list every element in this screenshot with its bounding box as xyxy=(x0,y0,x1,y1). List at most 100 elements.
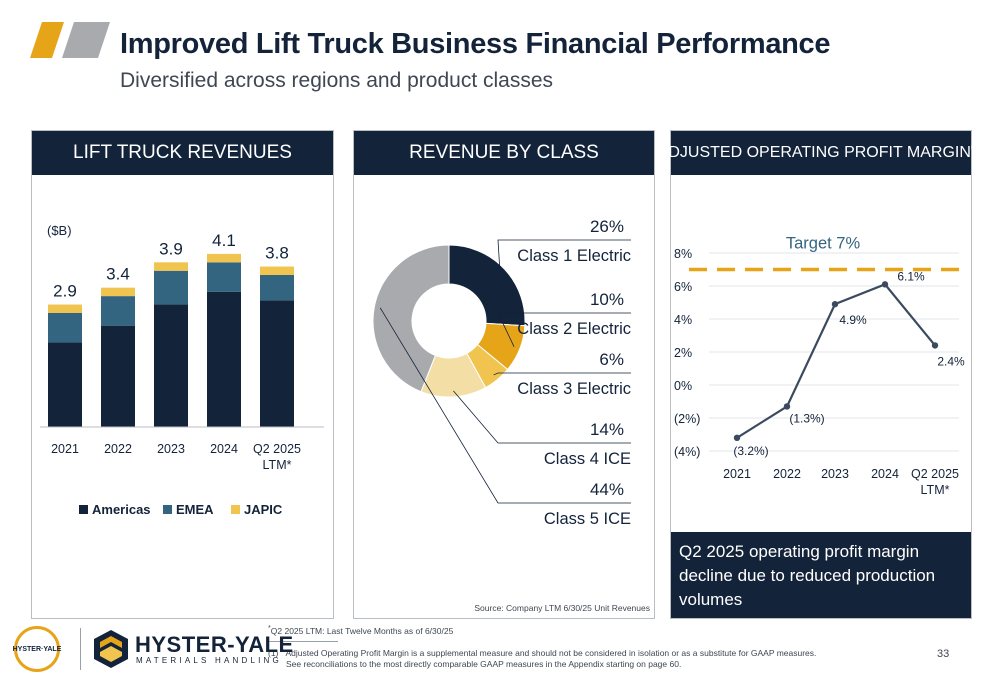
operating-margin-title-text: ADJUSTED OPERATING PROFIT MARGIN xyxy=(657,144,971,161)
legend-label-japic: JAPIC xyxy=(244,502,283,517)
margin-callout: Q2 2025 operating profit margin decline … xyxy=(671,532,971,618)
line-ytick-label: 2% xyxy=(674,346,692,360)
lift-truck-revenues-title: LIFT TRUCK REVENUES xyxy=(32,131,333,175)
bar-segment-emea xyxy=(260,275,294,301)
legend-swatch-japic xyxy=(231,505,240,514)
donut-pct-label: 10% xyxy=(590,290,624,309)
donut-class-label: Class 2 Electric xyxy=(517,320,631,338)
line-category-label: 2022 xyxy=(773,467,801,481)
margin-value-label: 6.1% xyxy=(897,269,925,283)
revenue-by-class-title: REVENUE BY CLASS xyxy=(354,131,654,175)
bar-segment-japic xyxy=(207,253,241,263)
bar-segment-americas xyxy=(207,291,241,427)
donut-class-label: Class 3 Electric xyxy=(517,380,631,398)
donut-leader-line xyxy=(453,390,631,444)
bar-category-label: 2021 xyxy=(51,442,79,456)
line-ytick-label: 0% xyxy=(674,379,692,393)
donut-class-label: Class 1 Electric xyxy=(517,247,631,265)
ltm-footnote-marker: * xyxy=(268,624,271,632)
bar-y-unit-label: ($B) xyxy=(47,223,72,238)
line-ytick-label: 4% xyxy=(674,313,692,327)
bar-total-label: 3.4 xyxy=(106,265,130,284)
bar-segment-japic xyxy=(101,287,135,297)
legend-label-americas: Americas xyxy=(92,502,151,517)
donut-leader-line xyxy=(497,239,631,274)
margin-point xyxy=(881,281,889,288)
donut-class-label: Class 5 ICE xyxy=(544,510,631,528)
margin-line-chart: 8% 6% 4% 2% 0% (2%) (4%) Target 7% (3.2%) (1.3%) 4… xyxy=(674,235,965,498)
hyster-yale-tagline: MATERIALS HANDLING xyxy=(136,656,282,665)
revenue-by-class-panel: REVENUE BY CLASS 26% Class 1 Electric 10% C… xyxy=(353,130,655,619)
legend-label-emea: EMEA xyxy=(176,502,214,517)
operating-margin-title-footnote-ref: (1) xyxy=(970,141,985,153)
gaap-footnote-line1: Adjusted Operating Profit Margin is a su… xyxy=(285,648,817,658)
line-category-label: 2021 xyxy=(723,467,751,481)
donut-pct-label: 14% xyxy=(590,420,624,439)
line-ytick-label: 6% xyxy=(674,280,692,294)
line-ytick-label: (2%) xyxy=(674,412,700,426)
donut-pct-label: 6% xyxy=(599,350,624,369)
bar-segment-emea xyxy=(154,270,188,305)
bar-segment-americas xyxy=(154,304,188,427)
bar-total-label: 4.1 xyxy=(212,231,236,250)
revenue-bar-chart: ($B) 2.9 2021 3.4 2022 3.9 2023 4.1 2024 3.8 Q2 20… xyxy=(40,223,324,517)
margin-point xyxy=(783,403,791,410)
bar-segment-japic xyxy=(260,266,294,275)
line-category-label: 2023 xyxy=(821,467,849,481)
circle-logo-text: HYSTER·YALE xyxy=(12,645,62,653)
donut-pct-label: 26% xyxy=(590,217,624,236)
donut-leader-line xyxy=(379,307,631,504)
gaap-footnote-marker: (1) xyxy=(268,648,279,658)
ltm-footnote-text: Q2 2025 LTM: Last Twelve Months as of 6/… xyxy=(270,625,454,636)
bar-category-label: Q2 2025 LTM* xyxy=(253,442,301,472)
margin-value-label: 4.9% xyxy=(839,313,867,327)
revenue-donut-chart: 26% Class 1 Electric 10% Class 2 Electric 6%… xyxy=(372,217,631,528)
bar-segment-emea xyxy=(207,262,241,292)
target-label: Target 7% xyxy=(786,235,861,253)
legend-swatch-americas xyxy=(79,505,88,514)
bar-segment-americas xyxy=(260,300,294,427)
page-subtitle: Diversified across regions and product c… xyxy=(120,69,554,92)
bar-total-label: 2.9 xyxy=(53,282,77,301)
margin-point xyxy=(831,300,839,308)
line-category-label: Q2 2025 LTM* xyxy=(911,467,959,497)
page-number: 33 xyxy=(937,648,950,660)
margin-value-label: (3.2%) xyxy=(733,444,768,458)
bar-segment-japic xyxy=(154,262,188,271)
lift-truck-revenues-panel: LIFT TRUCK REVENUES ($B) 2.9 2021 3.4 2022 3.… xyxy=(31,130,334,619)
margin-point xyxy=(733,434,741,441)
ltm-footnote: *Q2 2025 LTM: Last Twelve Months as of 6… xyxy=(268,624,453,636)
title-accent-stripes-icon xyxy=(30,22,110,58)
hyster-yale-wordmark: HYSTER-YALE xyxy=(135,632,294,657)
footnote-divider xyxy=(268,641,338,642)
bar-segment-americas xyxy=(101,325,135,427)
bar-total-label: 3.9 xyxy=(159,239,183,258)
bar-category-label: 2022 xyxy=(104,442,132,456)
donut-pct-label: 44% xyxy=(590,480,624,499)
bar-category-label: 2024 xyxy=(210,442,238,456)
line-category-label: 2024 xyxy=(871,467,899,481)
bar-category-label: 2023 xyxy=(157,442,185,456)
donut-slice xyxy=(372,244,450,393)
line-ytick-label: (4%) xyxy=(674,445,700,459)
source-note: Source: Company LTM 6/30/25 Unit Revenue… xyxy=(474,603,650,613)
bar-segment-emea xyxy=(101,296,135,326)
line-ytick-label: 8% xyxy=(674,247,692,261)
bar-segment-emea xyxy=(48,313,82,343)
margin-value-label: 2.4% xyxy=(937,354,965,368)
bar-total-label: 3.8 xyxy=(265,244,289,263)
logo-divider xyxy=(80,628,81,670)
gaap-footnote: (1) Adjusted Operating Profit Margin is … xyxy=(268,648,816,670)
donut-leader-line xyxy=(497,312,631,347)
donut-leader-line xyxy=(493,372,631,376)
hyster-yale-circle-logo: HYSTER·YALE xyxy=(12,626,62,672)
operating-margin-title: ADJUSTED OPERATING PROFIT MARGIN (1) xyxy=(658,131,984,175)
margin-series-line xyxy=(736,283,936,439)
margin-value-label: (1.3%) xyxy=(789,411,824,425)
bar-segment-japic xyxy=(48,304,82,313)
page-title: Improved Lift Truck Business Financial P… xyxy=(120,28,831,60)
donut-slice xyxy=(448,244,526,327)
operating-margin-panel: ADJUSTED OPERATING PROFIT MARGIN (1) 8% 6%… xyxy=(658,130,984,619)
legend-swatch-emea xyxy=(163,505,172,514)
margin-point xyxy=(931,342,939,349)
